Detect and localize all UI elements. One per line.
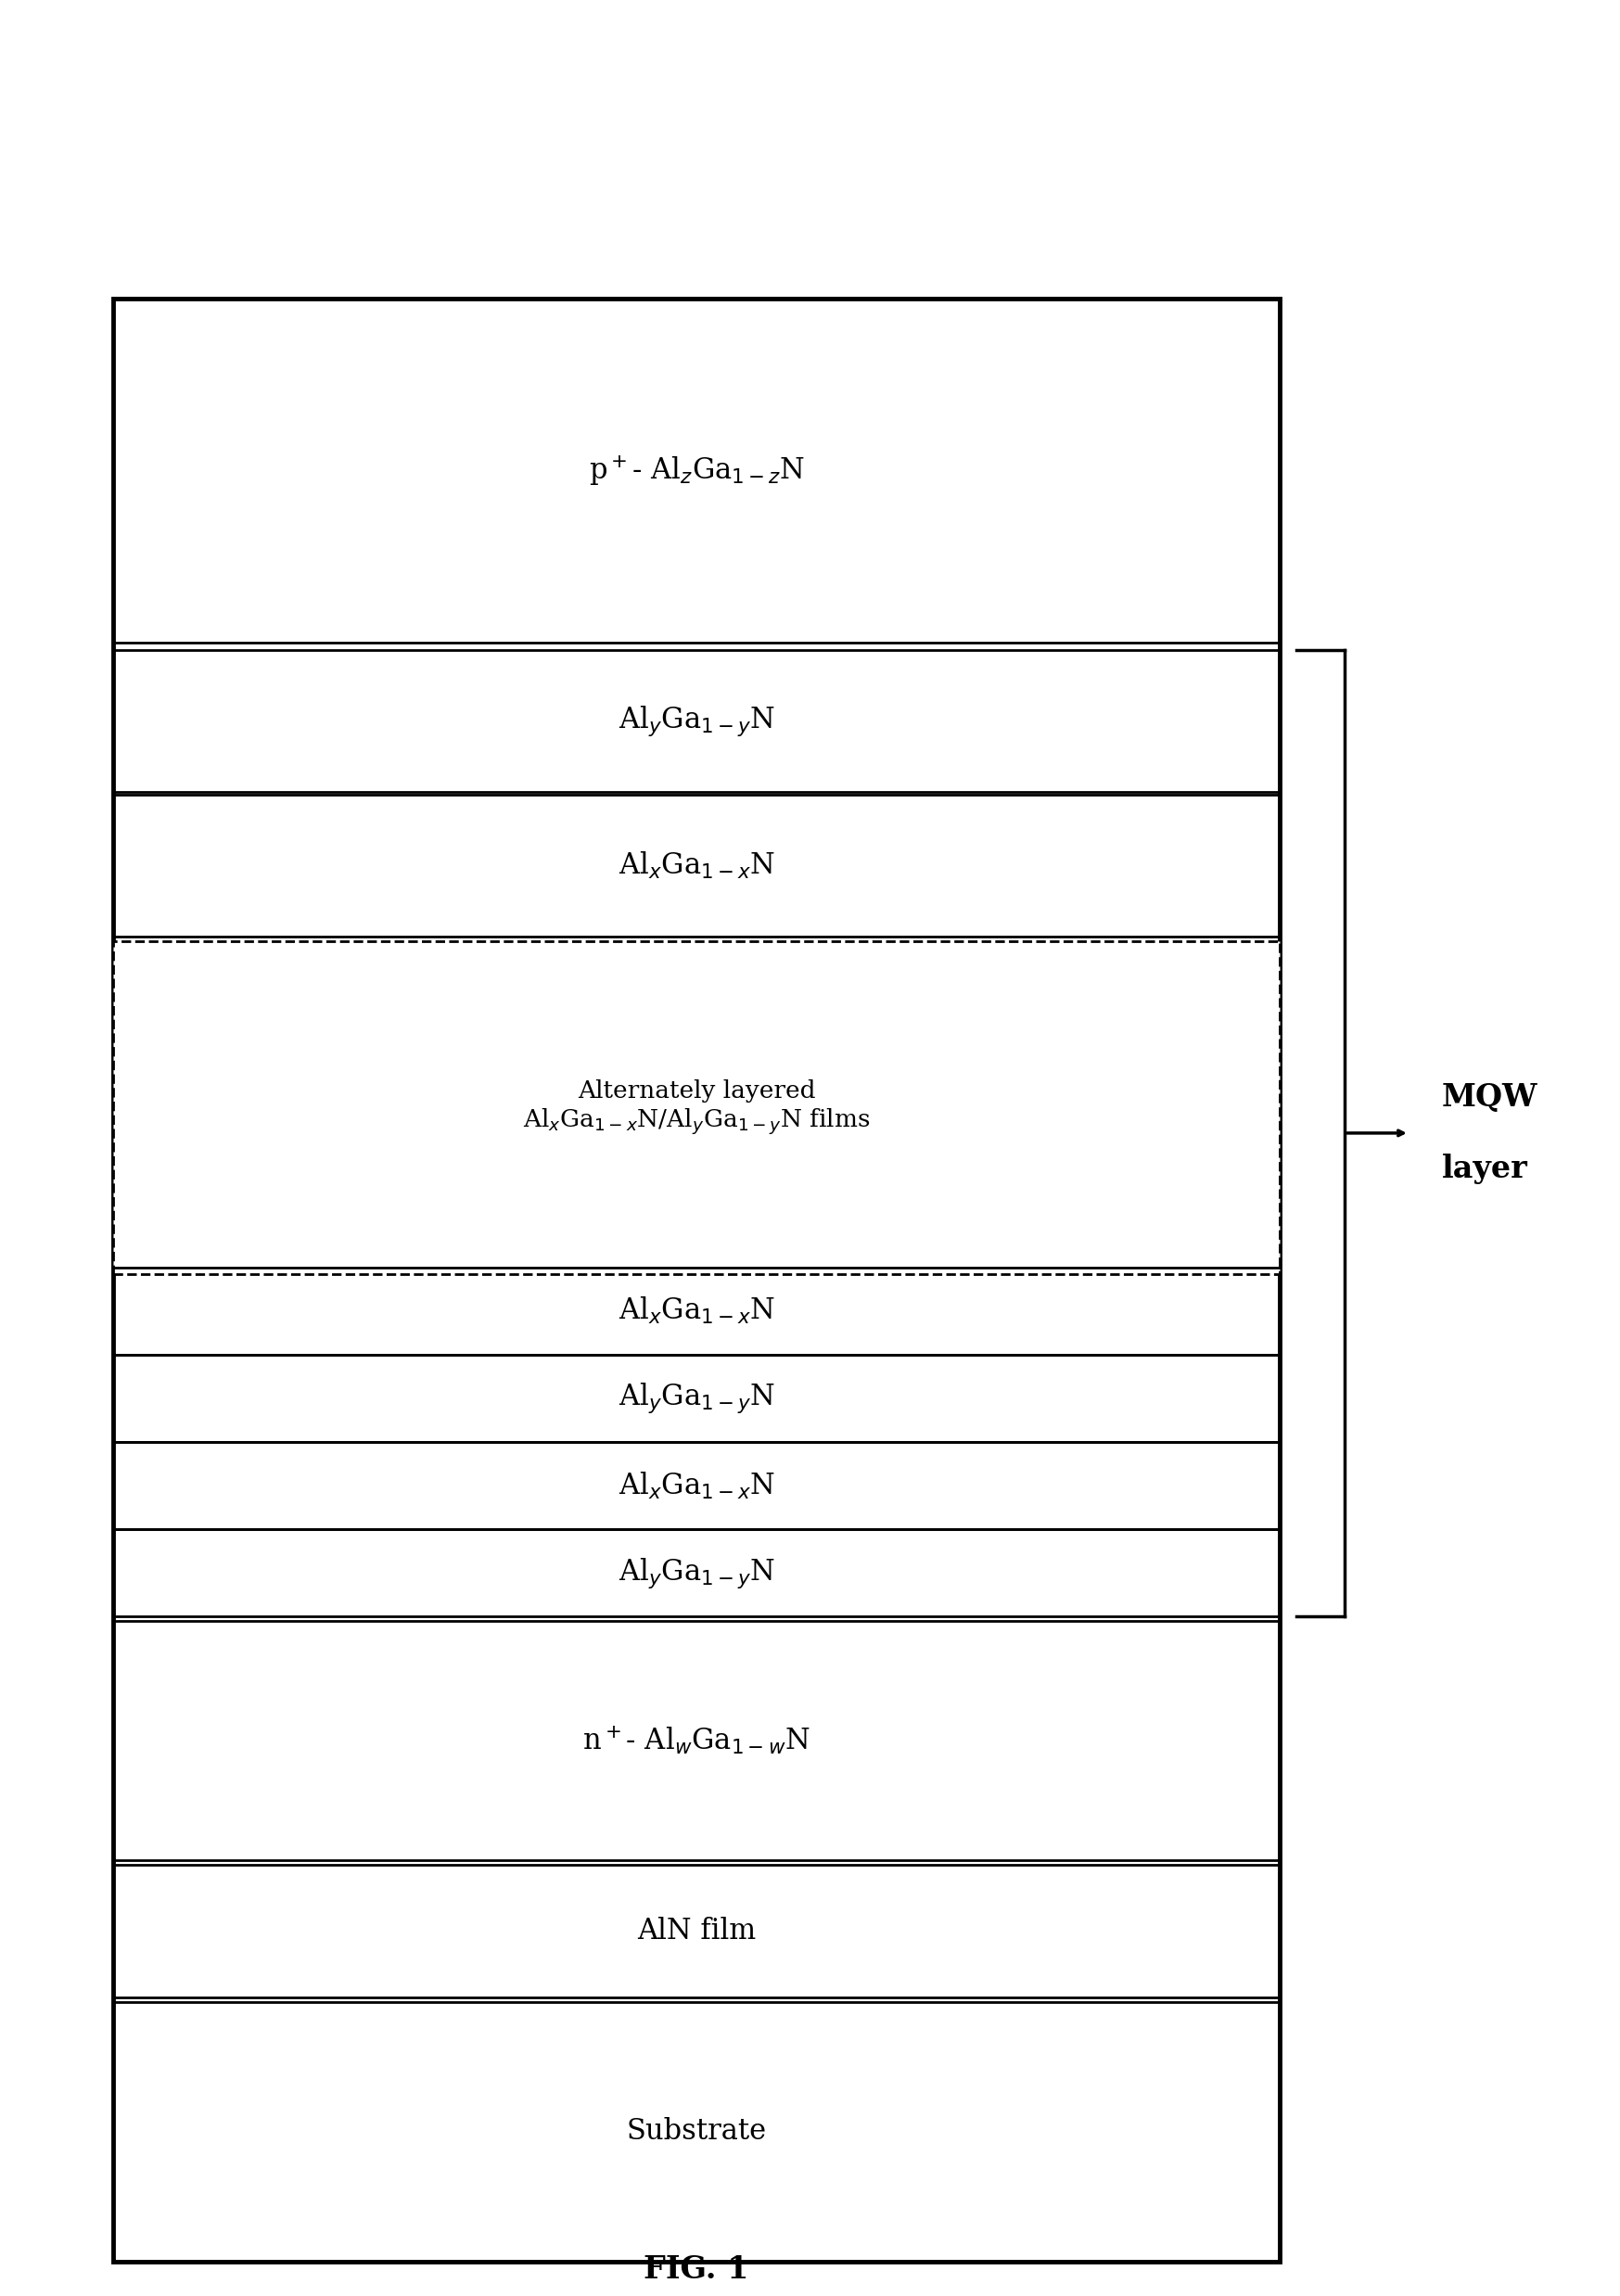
Text: Al$_y$Ga$_{1-y}$N: Al$_y$Ga$_{1-y}$N	[619, 1557, 774, 1589]
Text: FIG. 1: FIG. 1	[645, 2255, 748, 2285]
Text: Al$_y$Ga$_{1-y}$N: Al$_y$Ga$_{1-y}$N	[619, 705, 774, 737]
Text: Al$_y$Ga$_{1-y}$N: Al$_y$Ga$_{1-y}$N	[619, 1382, 774, 1414]
Text: Al$_x$Ga$_{1-x}$N: Al$_x$Ga$_{1-x}$N	[619, 1469, 774, 1502]
Text: Al$_x$Ga$_{1-x}$N: Al$_x$Ga$_{1-x}$N	[619, 1295, 774, 1327]
Text: p$^+$- Al$_z$Ga$_{1-z}$N: p$^+$- Al$_z$Ga$_{1-z}$N	[588, 455, 805, 487]
Text: Al$_x$Ga$_{1-x}$N: Al$_x$Ga$_{1-x}$N	[619, 850, 774, 882]
Bar	[113, 298, 1280, 2262]
Text: n$^+$- Al$_w$Ga$_{1-w}$N: n$^+$- Al$_w$Ga$_{1-w}$N	[583, 1724, 810, 1756]
Bar	[113, 941, 1280, 1274]
Text: MQW

layer: MQW layer	[1442, 1081, 1537, 1185]
Text: Substrate: Substrate	[627, 2117, 766, 2147]
Text: AlN film: AlN film	[637, 1917, 757, 1945]
Text: Alternately layered
Al$_x$Ga$_{1-x}$N/Al$_y$Ga$_{1-y}$N films: Alternately layered Al$_x$Ga$_{1-x}$N/Al…	[523, 1079, 870, 1137]
